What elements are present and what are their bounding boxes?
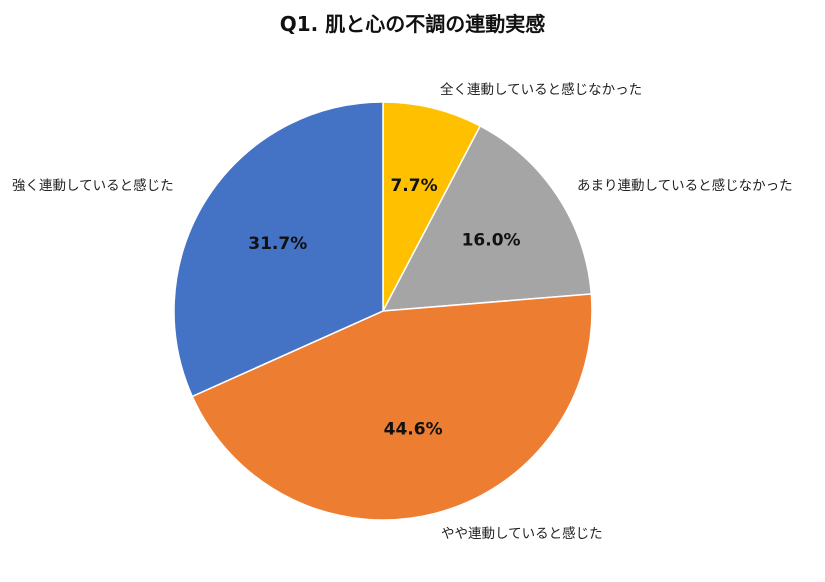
pie-slice	[382, 101, 482, 312]
slice-percent-label: 16.0%	[462, 231, 521, 251]
slice-percent-label: 31.7%	[248, 234, 307, 254]
slice-category-label: 全く連動していると感じなかった	[440, 81, 642, 98]
pie-slices	[173, 101, 593, 521]
percent-labels: 7.7% 16.0% 44.6% 31.7%	[248, 176, 520, 439]
slice-category-label: あまり連動していると感じなかった	[577, 177, 793, 194]
slice-category-label: やや連動していると感じた	[441, 525, 603, 542]
pie-slice	[191, 293, 593, 521]
pie-slice	[173, 101, 384, 398]
chart-title: Q1. 肌と心の不調の連動実感	[279, 12, 546, 36]
category-labels: 全く連動していると感じなかったあまり連動していると感じなかったやや連動していると…	[12, 81, 793, 542]
slice-percent-label: 44.6%	[384, 419, 443, 439]
slice-category-label: 強く連動していると感じた	[12, 177, 174, 194]
slice-percent-label: 7.7%	[390, 176, 437, 196]
pie-slice	[381, 124, 593, 312]
